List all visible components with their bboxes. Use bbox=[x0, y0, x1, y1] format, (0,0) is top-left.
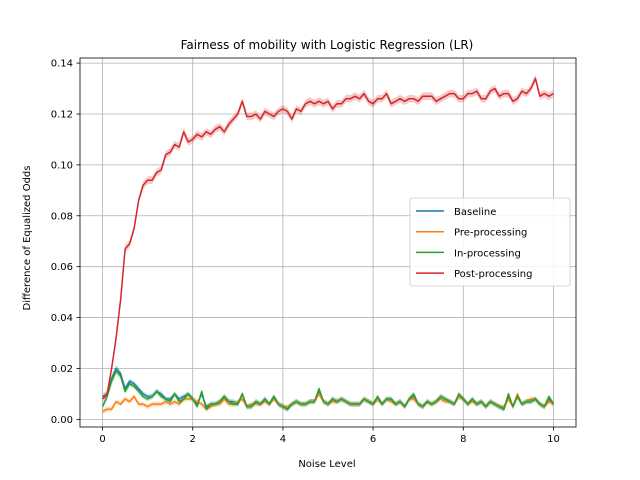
y-tick-label: 0.08 bbox=[51, 211, 73, 222]
legend-label-post-processing: Post-processing bbox=[454, 269, 532, 280]
y-tick-label: 0.00 bbox=[51, 415, 73, 426]
series-band-in-processing bbox=[102, 367, 554, 412]
legend-label-pre-processing: Pre-processing bbox=[454, 228, 527, 239]
x-tick-label: 4 bbox=[280, 434, 286, 445]
plot-frame bbox=[79, 57, 577, 428]
x-tick-label: 2 bbox=[190, 434, 196, 445]
x-tick-label: 0 bbox=[99, 434, 105, 445]
x-tick-label: 8 bbox=[460, 434, 466, 445]
y-tick-label: 0.12 bbox=[51, 109, 73, 120]
x-tick-label: 10 bbox=[547, 434, 560, 445]
plot-area: 0 2 4 6 8 10 0.00 0.02 0.04 0.06 0.08 0.10 0.12 0.14 B… bbox=[51, 57, 577, 445]
legend-label-in-processing: In-processing bbox=[454, 248, 521, 259]
y-axis-label: Difference of Equalized Odds bbox=[22, 166, 33, 311]
y-tick-label: 0.14 bbox=[51, 59, 73, 70]
x-tick-label: 6 bbox=[370, 434, 376, 445]
series-line-in-processing bbox=[101, 370, 555, 410]
legend-box bbox=[409, 197, 571, 287]
series-line-post-processing bbox=[101, 77, 554, 400]
chart-title: Fairness of mobility with Logistic Regre… bbox=[181, 38, 474, 52]
y-tick-label: 0.02 bbox=[51, 364, 73, 375]
x-axis-label: Noise Level bbox=[298, 459, 355, 470]
series-band-baseline bbox=[102, 364, 554, 412]
legend-label-baseline: Baseline bbox=[454, 207, 496, 218]
y-tick-label: 0.06 bbox=[51, 262, 73, 273]
y-tick-label: 0.10 bbox=[51, 160, 73, 171]
y-tick-label: 0.04 bbox=[51, 313, 73, 324]
